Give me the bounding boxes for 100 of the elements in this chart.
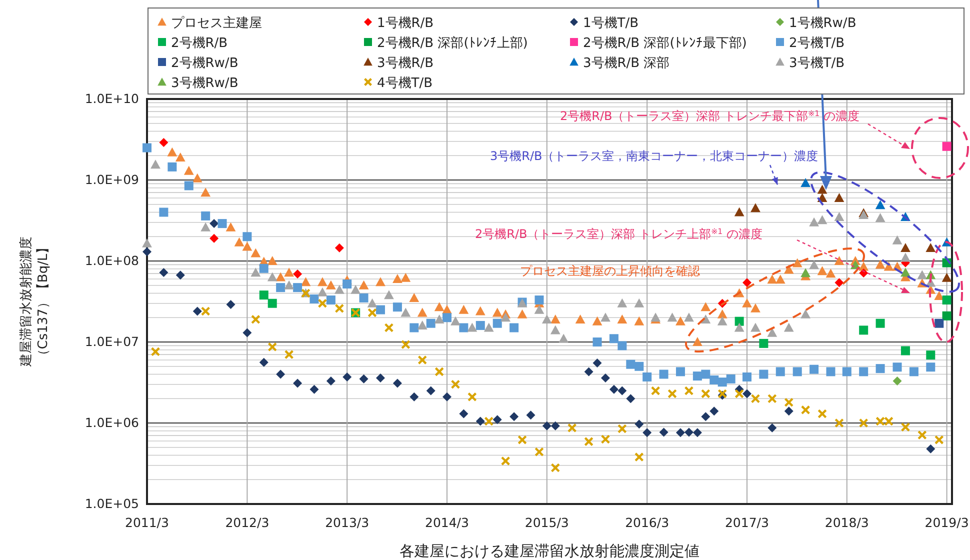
- point: [592, 358, 602, 368]
- point: [418, 355, 428, 365]
- point: [809, 260, 819, 270]
- point: [750, 322, 760, 332]
- point: [900, 252, 910, 262]
- point: [267, 272, 278, 282]
- y-tick-label: 1.0E+09: [84, 172, 140, 187]
- point: [318, 287, 328, 296]
- point: [750, 394, 760, 404]
- point: [334, 304, 344, 314]
- point: [284, 350, 294, 360]
- x-tick-label: 2014/3: [425, 515, 469, 530]
- point: [534, 304, 544, 314]
- point: [542, 421, 552, 430]
- point: [859, 268, 868, 278]
- point: [692, 428, 702, 438]
- point: [259, 264, 268, 273]
- annotation: 2号機R/B（トーラス室）深部 トレンチ上部$^{※1}$ の濃度: [475, 226, 762, 241]
- point: [242, 328, 252, 338]
- legend-label: 1号機R/B: [377, 16, 434, 31]
- point: [392, 378, 402, 388]
- point: [342, 280, 352, 289]
- point: [367, 298, 378, 308]
- point: [742, 278, 752, 288]
- point: [142, 143, 152, 152]
- point: [809, 217, 819, 226]
- point: [800, 405, 810, 415]
- point: [659, 428, 668, 437]
- point: [834, 193, 844, 202]
- point: [817, 184, 828, 194]
- point: [784, 398, 794, 408]
- point: [534, 447, 544, 457]
- point: [600, 373, 610, 382]
- y-tick-label: 1.0E+05: [84, 496, 139, 511]
- x-tick-label: 2013/3: [325, 515, 370, 530]
- point: [434, 366, 444, 376]
- point: [226, 300, 236, 310]
- point: [875, 200, 886, 210]
- point: [184, 181, 194, 190]
- x-tick-label: 2018/3: [824, 515, 869, 530]
- point: [734, 322, 744, 332]
- legend-label: 3号機R/B: [377, 56, 434, 71]
- point: [900, 346, 910, 356]
- point: [250, 314, 260, 324]
- point: [584, 367, 594, 376]
- x-tick-label: 2015/3: [524, 515, 569, 530]
- point: [834, 418, 844, 428]
- point: [626, 360, 636, 369]
- x-tick-label: 2019/3: [924, 515, 969, 530]
- point: [692, 372, 702, 381]
- legend-label: 3号機T/B: [789, 56, 845, 71]
- point: [150, 160, 160, 169]
- point: [558, 334, 569, 343]
- point: [875, 213, 886, 222]
- point: [350, 284, 361, 294]
- point: [859, 326, 868, 335]
- point: [900, 268, 910, 277]
- point: [142, 247, 152, 256]
- point: [400, 340, 410, 350]
- point: [268, 342, 278, 352]
- point: [276, 370, 286, 379]
- point: [259, 358, 268, 367]
- point: [259, 290, 268, 300]
- point: [142, 238, 152, 248]
- point: [609, 384, 618, 394]
- point: [710, 406, 719, 416]
- point: [176, 270, 185, 280]
- point: [618, 386, 627, 396]
- point: [268, 298, 277, 308]
- point: [426, 318, 436, 328]
- point: [800, 178, 811, 187]
- legend-label: 1号機T/B: [583, 16, 639, 31]
- point: [659, 370, 668, 379]
- point: [934, 435, 944, 445]
- point: [676, 428, 685, 438]
- point: [584, 436, 594, 446]
- point: [518, 435, 527, 445]
- point: [884, 416, 894, 426]
- point: [168, 162, 177, 172]
- point: [200, 306, 210, 316]
- point: [417, 320, 428, 330]
- point: [450, 316, 460, 326]
- y-axis-title: 建屋滞留水放射能濃度（Cs137）【Bq/L】: [18, 236, 51, 368]
- point: [201, 211, 210, 220]
- point: [684, 386, 694, 396]
- point: [600, 434, 610, 444]
- point: [776, 367, 785, 376]
- point: [650, 386, 660, 396]
- point: [684, 312, 694, 322]
- point: [284, 280, 294, 290]
- point: [767, 394, 777, 404]
- point: [701, 370, 710, 379]
- point: [892, 362, 902, 372]
- point: [334, 243, 344, 252]
- point: [159, 268, 168, 278]
- point: [150, 346, 160, 356]
- annotation: プロセス主建屋の上昇傾向を確認: [520, 264, 700, 278]
- x-tick-label: 2011/3: [125, 515, 169, 530]
- point: [926, 362, 936, 372]
- point: [310, 294, 319, 304]
